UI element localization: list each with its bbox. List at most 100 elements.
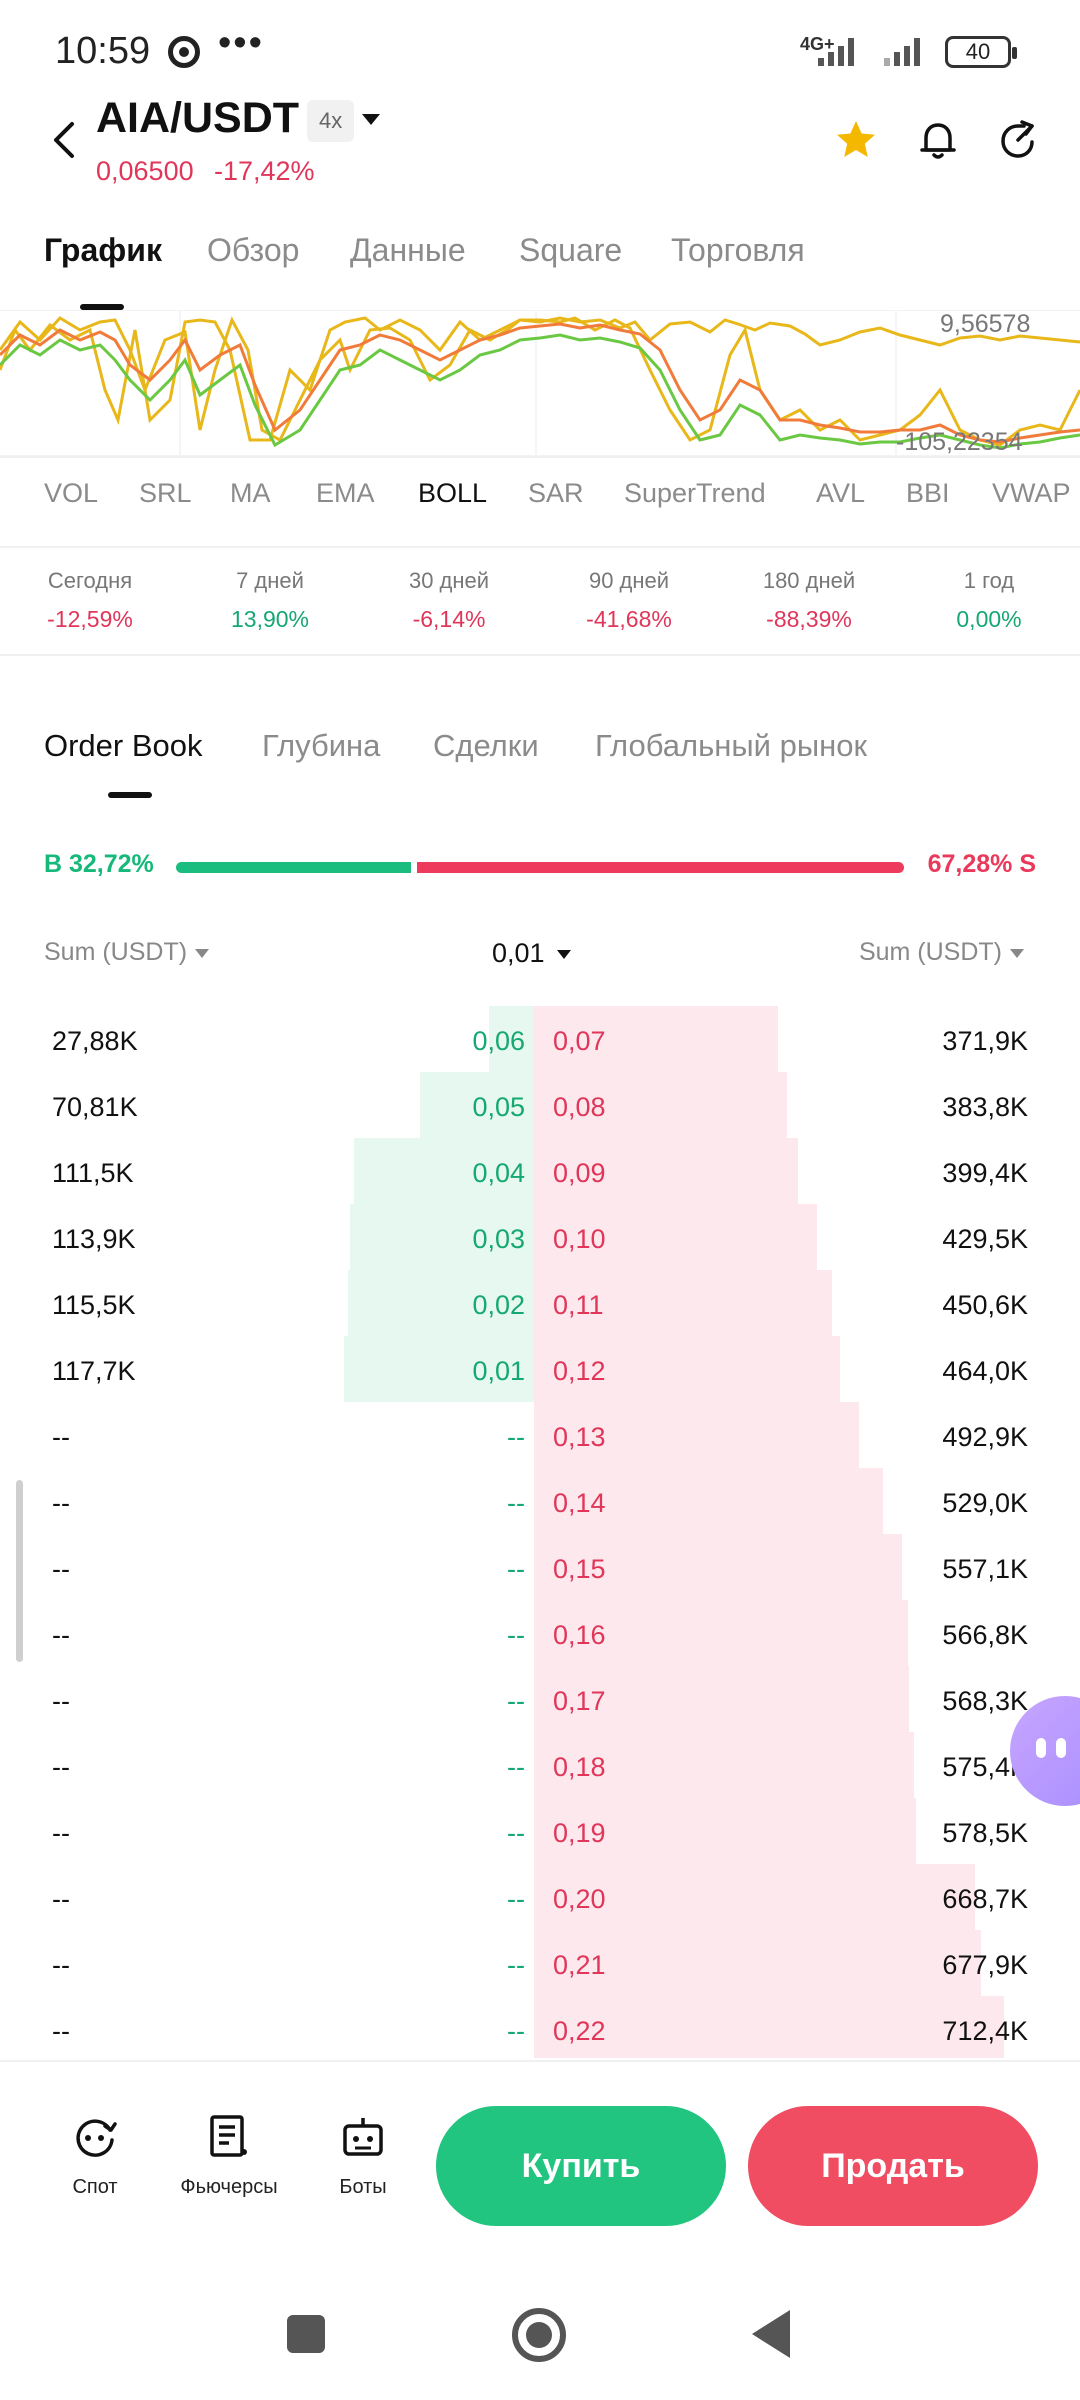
indicator-supertrend[interactable]: SuperTrend: [624, 478, 766, 508]
share-icon[interactable]: [996, 118, 1040, 162]
ask-depth-bar: [534, 1270, 832, 1336]
perf-label: 30 дней: [408, 568, 490, 593]
last-price: 0,06500: [96, 156, 194, 186]
table-row[interactable]: -- -- 0,20 668,7K: [0, 1864, 1080, 1930]
perf-today: Сегодня -12,59%: [10, 568, 170, 633]
table-row[interactable]: -- -- 0,16 566,8K: [0, 1600, 1080, 1666]
perf-label: 180 дней: [762, 568, 856, 593]
bid-sum: 27,88K: [52, 1026, 138, 1056]
nav-futures[interactable]: Фьючерсы: [174, 2112, 284, 2199]
ask-depth-bar: [534, 1798, 916, 1864]
home-icon[interactable]: [512, 2308, 566, 2362]
bell-icon[interactable]: [916, 118, 960, 162]
divider: [0, 654, 1080, 656]
bots-icon: [343, 2118, 383, 2156]
ask-depth-bar: [534, 1534, 902, 1600]
bid-sum: --: [52, 1752, 70, 1782]
bid-sum: --: [52, 2016, 70, 2046]
ask-depth-bar: [534, 1732, 914, 1798]
indicator-avl[interactable]: AVL: [816, 478, 866, 508]
ask-price: 0,13: [553, 1422, 606, 1452]
bid-sum: --: [52, 1554, 70, 1584]
bid-depth-bar: [489, 1006, 534, 1072]
ask-sum: 383,8K: [942, 1092, 1028, 1122]
perf-90d: 90 дней -41,68%: [549, 568, 709, 633]
assistant-eye: [1056, 1738, 1066, 1758]
ask-price: 0,19: [553, 1818, 606, 1848]
table-row[interactable]: 115,5K 0,02 0,11 450,6K: [0, 1270, 1080, 1336]
indicator-bbi[interactable]: BBI: [906, 478, 950, 508]
table-row[interactable]: -- -- 0,17 568,3K: [0, 1666, 1080, 1732]
indicator-srl[interactable]: SRL: [139, 478, 192, 508]
chevron-down-icon[interactable]: [362, 114, 380, 125]
perf-value: -6,14%: [412, 606, 486, 632]
bid-sum: --: [52, 1686, 70, 1716]
buy-button[interactable]: Купить: [436, 2106, 726, 2226]
bid-price: 0,04: [472, 1158, 525, 1188]
indicator-ema[interactable]: EMA: [316, 478, 375, 508]
table-row[interactable]: 113,9K 0,03 0,10 429,5K: [0, 1204, 1080, 1270]
star-icon[interactable]: [834, 118, 878, 162]
bid-sum-selector[interactable]: Sum (USDT): [44, 938, 210, 967]
system-back-icon[interactable]: [752, 2310, 790, 2358]
order-book[interactable]: 27,88K 0,06 0,07 371,9K 70,81K 0,05 0,08 383,8K…: [0, 1006, 1080, 2058]
ask-price: 0,21: [553, 1950, 606, 1980]
chart-line-upper: [0, 316, 1080, 443]
tab-depth[interactable]: Глубина: [262, 728, 381, 763]
tab-chart[interactable]: График: [44, 232, 162, 268]
price-chart[interactable]: 9,56578 -105,22354: [0, 309, 1080, 460]
recent-apps-icon[interactable]: [287, 2315, 325, 2353]
tab-trading[interactable]: Торговля: [671, 232, 805, 268]
perf-label: 7 дней: [236, 568, 304, 593]
pair-title[interactable]: AIA/USDT: [96, 94, 300, 142]
indicator-vwap[interactable]: VWAP: [992, 478, 1071, 508]
ask-depth-bar: [534, 1006, 778, 1072]
bid-depth-bar: [354, 1138, 534, 1204]
tab-global-market[interactable]: Глобальный рынок: [595, 728, 868, 763]
table-row[interactable]: -- -- 0,15 557,1K: [0, 1534, 1080, 1600]
status-bar: 10:59 ••• 4G+ 40: [0, 0, 1080, 100]
table-row[interactable]: 27,88K 0,06 0,07 371,9K: [0, 1006, 1080, 1072]
table-row[interactable]: -- -- 0,19 578,5K: [0, 1798, 1080, 1864]
table-row[interactable]: -- -- 0,14 529,0K: [0, 1468, 1080, 1534]
back-icon[interactable]: [46, 120, 86, 160]
buy-ratio-bar: [176, 862, 411, 873]
precision-selector[interactable]: 0,01: [492, 938, 571, 969]
bid-sum: 117,7K: [52, 1356, 136, 1386]
table-row[interactable]: 70,81K 0,05 0,08 383,8K: [0, 1072, 1080, 1138]
nav-bots[interactable]: Боты: [308, 2112, 418, 2199]
tab-square[interactable]: Square: [519, 232, 623, 268]
table-row[interactable]: 111,5K 0,04 0,09 399,4K: [0, 1138, 1080, 1204]
ask-depth-bar: [534, 1600, 908, 1666]
leverage-badge[interactable]: 4x: [307, 100, 355, 142]
ask-sum-selector[interactable]: Sum (USDT): [859, 938, 1024, 967]
ask-sum: 578,5K: [942, 1818, 1028, 1848]
ask-price: 0,12: [553, 1356, 606, 1386]
perf-value: -12,59%: [47, 606, 133, 632]
divider: [0, 546, 1080, 548]
spot-icon: [76, 2119, 117, 2157]
bid-sum: 70,81K: [52, 1092, 138, 1122]
bid-price: --: [507, 2016, 525, 2046]
tab-order-book[interactable]: Order Book: [44, 728, 203, 763]
tab-data[interactable]: Данные: [350, 232, 466, 268]
scrollbar[interactable]: [16, 1480, 23, 1662]
ask-sum: 557,1K: [942, 1554, 1028, 1584]
table-row[interactable]: -- -- 0,18 575,4K: [0, 1732, 1080, 1798]
table-row[interactable]: 117,7K 0,01 0,12 464,0K: [0, 1336, 1080, 1402]
table-row[interactable]: -- -- 0,22 712,4K: [0, 1996, 1080, 2058]
tab-overview[interactable]: Обзор: [207, 232, 300, 268]
table-row[interactable]: -- -- 0,13 492,9K: [0, 1402, 1080, 1468]
table-row[interactable]: -- -- 0,21 677,9K: [0, 1930, 1080, 1996]
more-notifications-icon: •••: [218, 22, 264, 64]
chart-max-label: 9,56578: [940, 310, 1031, 338]
buy-ratio-label: B 32,72%: [44, 850, 154, 878]
indicator-vol[interactable]: VOL: [44, 478, 99, 508]
indicator-boll[interactable]: BOLL: [418, 478, 488, 508]
sell-button[interactable]: Продать: [748, 2106, 1038, 2226]
tab-trades[interactable]: Сделки: [433, 728, 539, 763]
precision-label: 0,01: [492, 938, 545, 968]
indicator-sar[interactable]: SAR: [528, 478, 584, 508]
indicator-ma[interactable]: MA: [230, 478, 271, 508]
nav-spot[interactable]: Спот: [40, 2112, 150, 2199]
